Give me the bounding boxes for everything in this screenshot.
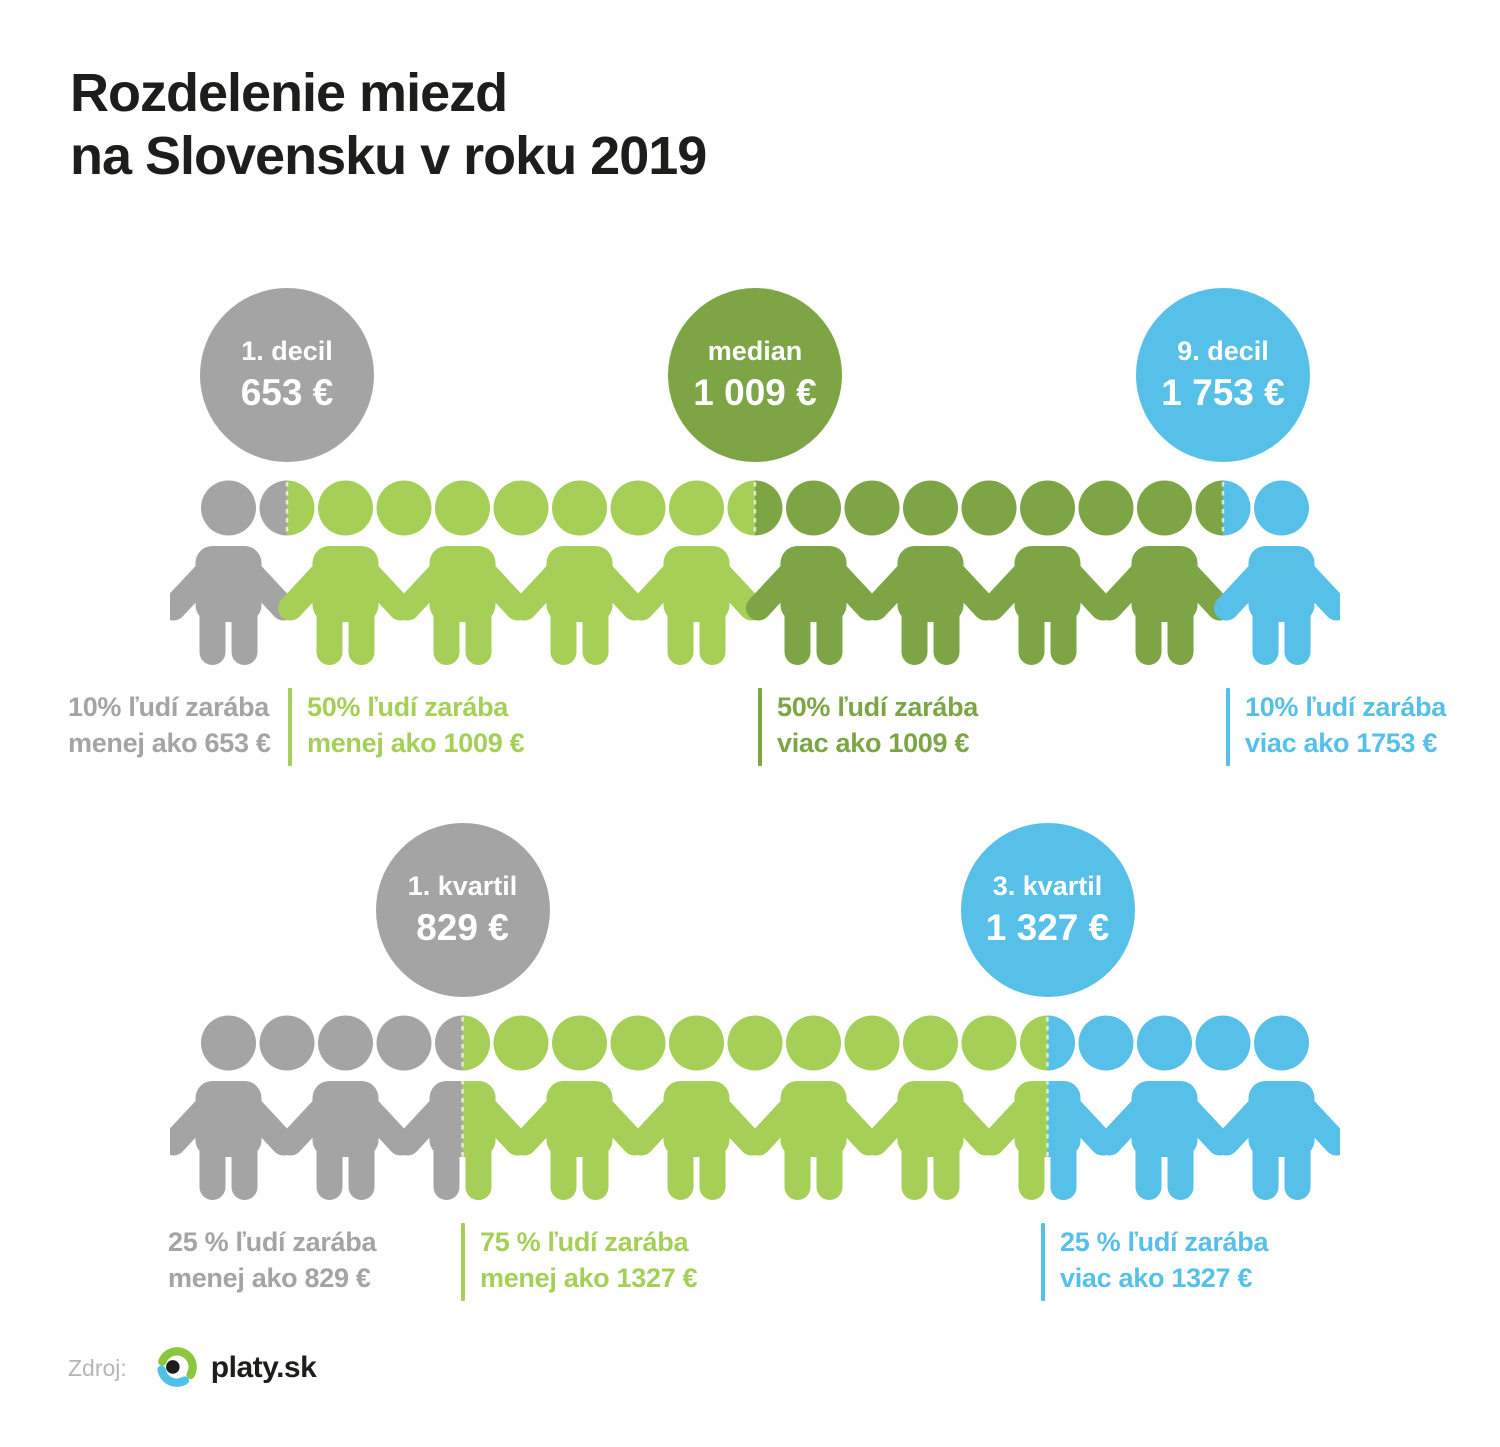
person-figure bbox=[512, 1015, 647, 1200]
person-figure bbox=[1097, 480, 1232, 665]
extra-person-head bbox=[1078, 1015, 1134, 1071]
extra-person-head bbox=[259, 1015, 315, 1071]
segment-label-text: 50% ľudí zarába menej ako 1009 € bbox=[307, 692, 525, 758]
label-rule bbox=[288, 688, 292, 766]
segment-label-text: 75 % ľudí zarába menej ako 1327 € bbox=[480, 1227, 698, 1293]
badge-1-decil: 1. decil 653 € bbox=[200, 288, 374, 462]
person-figure-right-half bbox=[1047, 1015, 1115, 1200]
page-title: Rozdelenie miezd na Slovensku v roku 201… bbox=[70, 63, 707, 187]
person-figure bbox=[278, 480, 413, 665]
badge-value: 1 753 € bbox=[1161, 371, 1285, 413]
extra-person-head bbox=[610, 1015, 666, 1071]
extra-person-head bbox=[376, 1015, 432, 1071]
split-head-left-half bbox=[1195, 480, 1223, 536]
person-figure bbox=[629, 480, 764, 665]
person-figure bbox=[278, 1015, 413, 1200]
person-figure bbox=[170, 1015, 296, 1200]
person-figure bbox=[863, 1015, 998, 1200]
split-head-right-half bbox=[1223, 480, 1251, 536]
segment-label-text: 10% ľudí zarába menej ako 653 € bbox=[68, 692, 271, 758]
person-figure bbox=[629, 1015, 764, 1200]
source-label: Zdroj: bbox=[68, 1354, 127, 1381]
badge-label: 1. decil bbox=[241, 336, 333, 367]
extra-person-head bbox=[610, 480, 666, 536]
extra-person-head bbox=[493, 480, 549, 536]
badge-value: 653 € bbox=[240, 371, 334, 413]
badge-1-kvartil: 1. kvartil 829 € bbox=[375, 823, 550, 997]
segment-label: 75 % ľudí zarába menej ako 1327 € bbox=[461, 1223, 698, 1301]
label-rule bbox=[1041, 1223, 1045, 1301]
split-head-right-half bbox=[755, 480, 783, 536]
badge-label: 3. kvartil bbox=[992, 871, 1103, 902]
extra-person-head bbox=[727, 1015, 783, 1071]
person-figure bbox=[1097, 1015, 1232, 1200]
badge-median: median 1 009 € bbox=[668, 288, 842, 462]
extra-person-head bbox=[1195, 1015, 1251, 1071]
segment-label: 10% ľudí zarába menej ako 653 € bbox=[68, 688, 271, 761]
extra-person-head bbox=[844, 1015, 900, 1071]
segment-label: 50% ľudí zarába viac ako 1009 € bbox=[758, 688, 978, 766]
person-figure bbox=[746, 1015, 881, 1200]
split-head-right-half bbox=[287, 480, 315, 536]
segment-label-text: 10% ľudí zarába viac ako 1753 € bbox=[1245, 692, 1446, 758]
segment-label: 50% ľudí zarába menej ako 1009 € bbox=[288, 688, 525, 766]
person-figure bbox=[170, 480, 296, 665]
segment-label: 25 % ľudí zarába menej ako 829 € bbox=[168, 1223, 376, 1296]
badge-label: median bbox=[707, 336, 803, 367]
brand-name: platy.sk bbox=[210, 1351, 317, 1384]
label-rule bbox=[1226, 688, 1230, 766]
segment-label-text: 50% ľudí zarába viac ako 1009 € bbox=[777, 692, 978, 758]
platy-logo-swirl-icon bbox=[157, 1347, 197, 1387]
person-figure bbox=[1214, 1015, 1340, 1200]
person-figure-right-half bbox=[462, 1015, 530, 1200]
badge-value: 1 327 € bbox=[985, 906, 1110, 948]
split-head-left-half bbox=[727, 480, 755, 536]
segment-label: 25 % ľudí zarába viac ako 1327 € bbox=[1041, 1223, 1268, 1301]
person-figure bbox=[980, 480, 1115, 665]
extra-person-head bbox=[493, 1015, 549, 1071]
badge-label: 9. decil bbox=[1177, 336, 1269, 367]
segment-label-text: 25 % ľudí zarába menej ako 829 € bbox=[168, 1227, 377, 1293]
badge-label: 1. kvartil bbox=[407, 871, 518, 902]
person-figure bbox=[512, 480, 647, 665]
split-head-left-half bbox=[259, 480, 287, 536]
people-row-kvartily bbox=[170, 1015, 1340, 1200]
people-row-decily bbox=[170, 480, 1340, 665]
badge-value: 1 009 € bbox=[693, 371, 817, 413]
person-figure bbox=[863, 480, 998, 665]
extra-person-head bbox=[376, 480, 432, 536]
extra-person-head bbox=[961, 1015, 1017, 1071]
badge-3-kvartil: 3. kvartil 1 327 € bbox=[960, 823, 1135, 997]
person-figure bbox=[746, 480, 881, 665]
segment-label-text: 25 % ľudí zarába viac ako 1327 € bbox=[1060, 1227, 1269, 1293]
extra-person-head bbox=[1078, 480, 1134, 536]
label-rule bbox=[461, 1223, 465, 1301]
extra-person-head bbox=[844, 480, 900, 536]
person-figure bbox=[395, 480, 530, 665]
segment-label: 10% ľudí zarába viac ako 1753 € bbox=[1226, 688, 1446, 766]
source-footer: Zdroj: platy.sk bbox=[68, 1344, 317, 1392]
person-figure bbox=[1214, 480, 1340, 665]
platy-logo-icon bbox=[153, 1344, 201, 1392]
extra-person-head bbox=[961, 480, 1017, 536]
label-rule bbox=[758, 688, 762, 766]
badge-value: 829 € bbox=[416, 906, 509, 948]
badge-9-decil: 9. decil 1 753 € bbox=[1136, 288, 1310, 462]
